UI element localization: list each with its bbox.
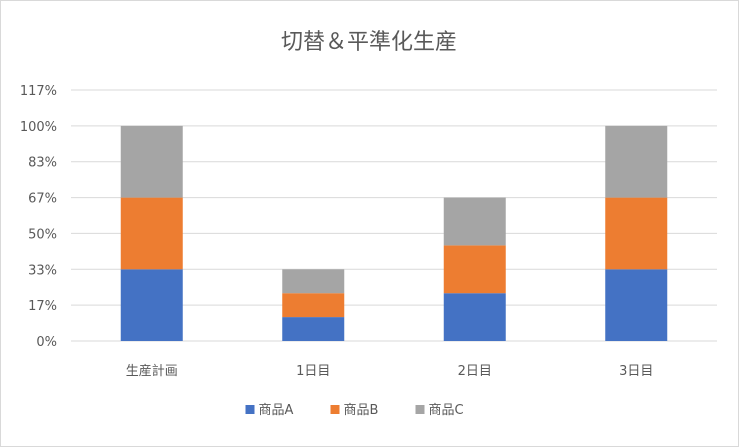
- bar-segment-2-1: [120, 197, 183, 270]
- bar-segment-3-4: [605, 125, 668, 198]
- y-tick-label: 50%: [28, 227, 57, 242]
- y-tick-label: 17%: [28, 299, 57, 314]
- bar-segment-1-3: [443, 293, 506, 341]
- bar-segment-1-1: [120, 269, 183, 341]
- legend-swatch: [330, 405, 340, 414]
- bar-segment-1-4: [605, 269, 668, 341]
- y-tick-label: 0%: [36, 335, 57, 350]
- bars: [120, 125, 668, 341]
- bar-segment-2-4: [605, 197, 668, 270]
- legend: 商品A 商品B 商品C: [245, 403, 464, 418]
- legend-swatch: [245, 405, 255, 414]
- legend-label: 商品C: [429, 403, 464, 418]
- x-category-label: 2日目: [458, 364, 492, 379]
- x-category-label: 3日目: [619, 364, 653, 379]
- bar-segment-3-1: [120, 125, 183, 198]
- bar-segment-2-2: [282, 293, 345, 318]
- bar-segment-3-2: [282, 269, 345, 294]
- x-axis-categories: 生産計画 1日目 2日目 3日目: [126, 363, 654, 379]
- y-tick-label: 67%: [28, 192, 57, 207]
- x-category-label: 1日目: [296, 364, 330, 379]
- chart-title: 切替＆平準化生産: [281, 30, 457, 55]
- y-axis-ticks: 0% 17% 33% 50% 67% 83% 100% 117%: [20, 84, 57, 350]
- bar-segment-1-2: [282, 317, 345, 341]
- y-tick-label: 33%: [28, 263, 57, 278]
- bar-segment-2-3: [443, 245, 506, 294]
- y-tick-label: 117%: [20, 84, 57, 99]
- y-tick-label: 100%: [20, 120, 57, 135]
- legend-label: 商品B: [344, 403, 379, 418]
- legend-label: 商品A: [259, 403, 294, 418]
- x-category-label: 生産計画: [126, 363, 178, 379]
- bar-segment-3-3: [443, 197, 506, 246]
- y-tick-label: 83%: [28, 156, 57, 171]
- legend-swatch: [415, 405, 425, 414]
